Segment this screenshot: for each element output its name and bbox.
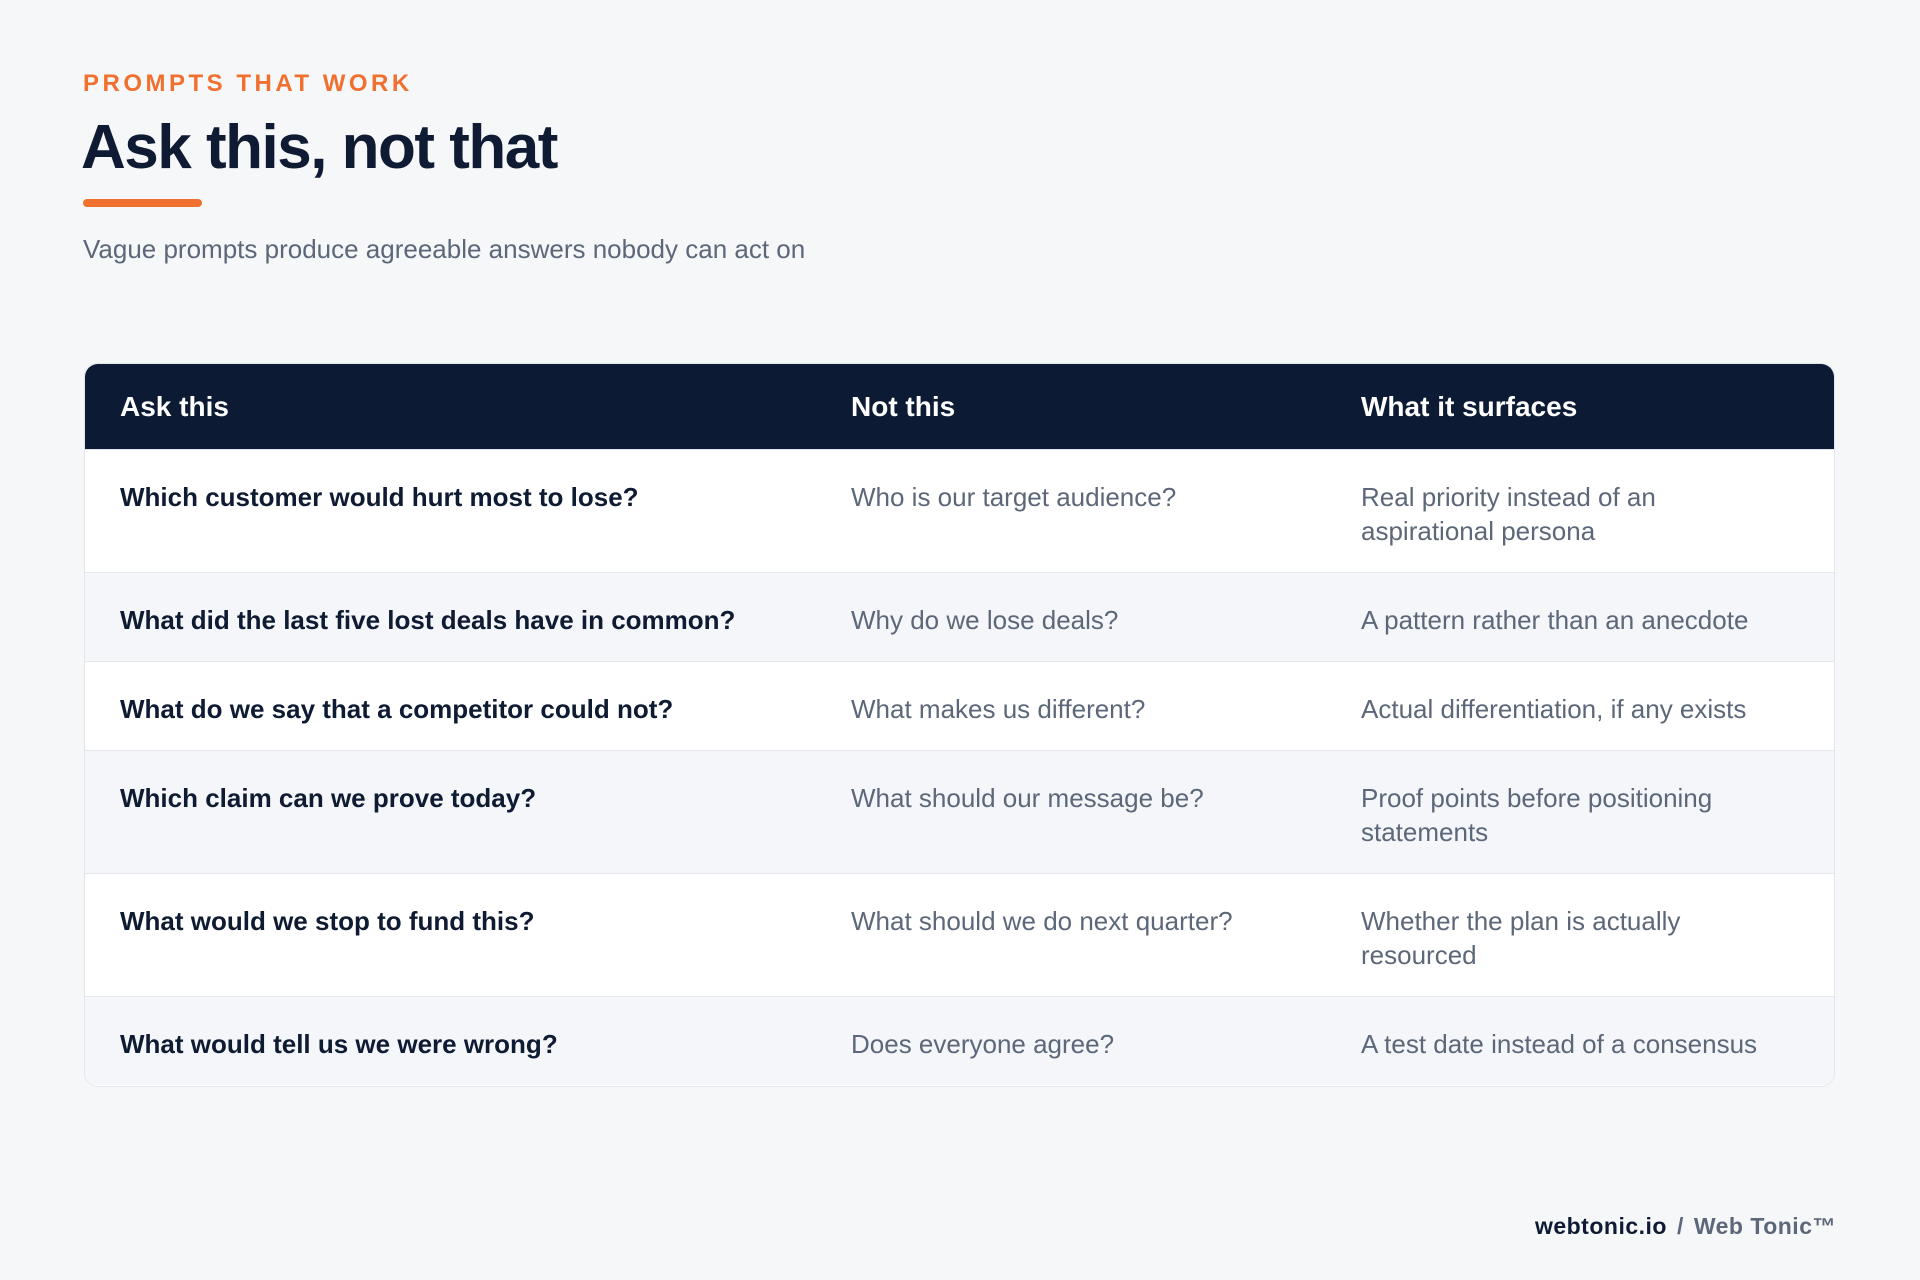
ask-cell: What would tell us we were wrong? xyxy=(120,1029,558,1059)
footer-brand: Web Tonic™ xyxy=(1693,1213,1836,1239)
footer-domain-link[interactable]: webtonic.io xyxy=(1534,1213,1667,1239)
prompt-table: Ask this Not this What it surfaces Which… xyxy=(84,363,1835,1087)
surfaces-cell: Real priority instead of an aspirational… xyxy=(1361,482,1656,546)
column-header-ask: Ask this xyxy=(120,391,229,422)
column-header-surfaces: What it surfaces xyxy=(1361,391,1578,422)
not-cell: What should we do next quarter? xyxy=(851,906,1233,936)
page-subtitle: Vague prompts produce agreeable answers … xyxy=(83,234,806,264)
surfaces-cell: Whether the plan is actually resourced xyxy=(1361,906,1681,970)
surfaces-cell: Actual differentiation, if any exists xyxy=(1361,694,1747,724)
not-cell: Who is our target audience? xyxy=(851,482,1177,512)
table-header: Ask this Not this What it surfaces xyxy=(85,364,1834,449)
footer-separator: / xyxy=(1676,1213,1684,1239)
surfaces-cell: Proof points before positioning statemen… xyxy=(1361,783,1713,847)
table-row: What would we stop to fund this? What sh… xyxy=(85,873,1834,996)
table-row: What do we say that a competitor could n… xyxy=(85,661,1834,750)
table-row: What did the last five lost deals have i… xyxy=(85,572,1834,661)
not-cell: Does everyone agree? xyxy=(851,1029,1115,1059)
ask-cell: Which claim can we prove today? xyxy=(120,783,537,813)
table-row: Which claim can we prove today? What sho… xyxy=(85,750,1834,873)
surfaces-cell: A test date instead of a consensus xyxy=(1361,1029,1758,1059)
column-header-not: Not this xyxy=(851,391,956,422)
table-row: What would tell us we were wrong? Does e… xyxy=(85,996,1834,1085)
not-cell: Why do we lose deals? xyxy=(851,605,1119,635)
eyebrow-label: PROMPTS THAT WORK xyxy=(83,70,413,97)
ask-cell: What did the last five lost deals have i… xyxy=(120,605,736,635)
surfaces-cell: A pattern rather than an anecdote xyxy=(1361,605,1749,635)
ask-cell: What do we say that a competitor could n… xyxy=(120,694,674,724)
not-cell: What makes us different? xyxy=(851,694,1146,724)
footer-credit: webtonic.io / Web Tonic™ xyxy=(1535,1213,1836,1240)
table-row: Which customer would hurt most to lose? … xyxy=(85,449,1834,572)
accent-rule xyxy=(83,199,202,207)
ask-cell: What would we stop to fund this? xyxy=(120,906,535,936)
not-cell: What should our message be? xyxy=(851,783,1204,813)
ask-cell: Which customer would hurt most to lose? xyxy=(120,482,639,512)
page-title: Ask this, not that xyxy=(81,113,558,182)
